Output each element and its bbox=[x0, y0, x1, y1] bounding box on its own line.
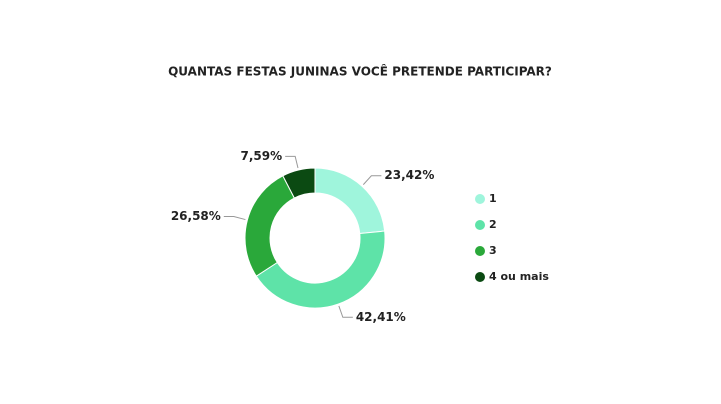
legend-label: 1 bbox=[489, 192, 497, 205]
leader-line bbox=[362, 175, 382, 185]
leader-line bbox=[223, 215, 246, 221]
donut-segment bbox=[282, 167, 316, 199]
legend-swatch bbox=[475, 272, 485, 282]
legend-swatch bbox=[475, 246, 485, 256]
leader-line bbox=[285, 155, 299, 169]
data-label: 23,42% bbox=[384, 168, 434, 182]
leader-line bbox=[338, 305, 353, 318]
data-label: 7,59% bbox=[241, 149, 283, 163]
legend-swatch bbox=[475, 194, 485, 204]
data-label: 42,41% bbox=[356, 310, 406, 324]
chart-title: QUANTAS FESTAS JUNINAS VOCÊ PRETENDE PAR… bbox=[168, 64, 552, 79]
legend-label: 2 bbox=[489, 218, 497, 231]
legend-label: 4 ou mais bbox=[489, 270, 549, 283]
donut-segment bbox=[255, 230, 386, 309]
legend-label: 3 bbox=[489, 244, 497, 257]
legend-swatch bbox=[475, 220, 485, 230]
data-label: 26,58% bbox=[171, 209, 221, 223]
